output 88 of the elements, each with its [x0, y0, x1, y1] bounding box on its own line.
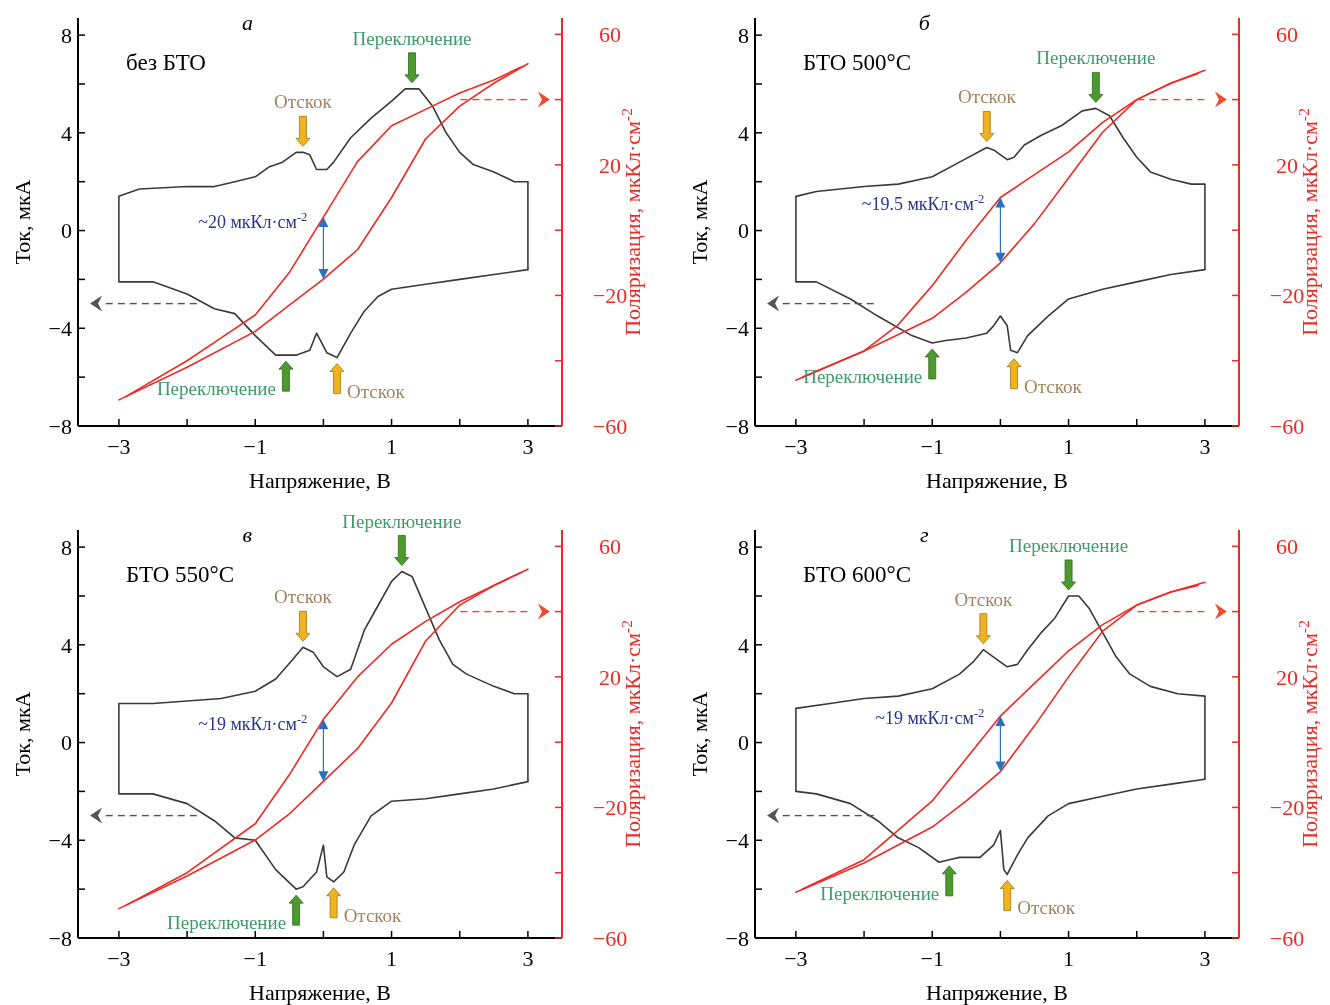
annotation: БТО 600°C — [803, 562, 912, 587]
annotation: Отскок — [347, 380, 406, 402]
y-tick-label: 4 — [61, 120, 72, 146]
y2-tick-label: −20 — [592, 795, 628, 821]
x-tick-label: 3 — [522, 434, 534, 459]
annotation: без БТО — [126, 50, 206, 75]
annotation: Отскок — [274, 91, 333, 113]
y-tick-label: 8 — [61, 534, 72, 560]
y-tick-label: −4 — [48, 827, 72, 853]
x-tick-label: −3 — [107, 946, 131, 971]
y2-tick-label: 20 — [1276, 152, 1298, 178]
x-tick-label: 1 — [1063, 434, 1075, 459]
y2-tick-label: 20 — [599, 664, 621, 690]
x-tick-label: −3 — [107, 434, 131, 459]
y-tick-label: −4 — [48, 315, 72, 341]
x-tick-label: 1 — [386, 434, 398, 459]
annotation: Отскок — [954, 588, 1013, 610]
annotation: ~19 мкКл·см$^{-2}$ — [875, 705, 985, 728]
y2-tick-label: −20 — [592, 283, 628, 309]
x-tick-label: −1 — [243, 946, 267, 971]
annotation: Отскок — [343, 904, 403, 926]
y-tick-label: 0 — [738, 218, 749, 244]
x-tick-label: −1 — [920, 434, 944, 459]
annotation: Отскок — [1017, 897, 1076, 919]
y-tick-label: 8 — [738, 534, 749, 560]
y-tick-label: −8 — [48, 413, 72, 439]
y-tick-label: 0 — [61, 730, 72, 756]
annotation: Отскок — [957, 86, 1017, 108]
x-tick-label: −1 — [920, 946, 944, 971]
y2-tick-label: 60 — [599, 534, 621, 560]
chart-title: а — [241, 10, 253, 35]
y2-tick-label: −20 — [1269, 283, 1305, 309]
y-axis-title: Ток, мкА — [10, 691, 35, 777]
y2-tick-label: 60 — [599, 22, 621, 48]
x-tick-label: 3 — [1199, 946, 1211, 971]
y-tick-label: −4 — [725, 827, 749, 853]
annotation: Переключение — [167, 912, 287, 934]
y2-tick-label: −60 — [1269, 413, 1305, 439]
y2-tick-label: −20 — [1269, 795, 1305, 821]
y-axis-title: Ток, мкА — [687, 179, 712, 265]
y-axis-title: Ток, мкА — [10, 179, 35, 265]
y2-tick-label: 20 — [1276, 664, 1298, 690]
x-tick-label: −3 — [784, 946, 808, 971]
y-axis-title: Ток, мкА — [687, 691, 712, 777]
x-axis-title: Напряжение, В — [249, 468, 391, 493]
y2-tick-label: 20 — [599, 152, 621, 178]
y-tick-label: 4 — [61, 632, 72, 658]
chart-title: в — [242, 522, 253, 547]
y-tick-label: 0 — [738, 730, 749, 756]
y2-tick-label: 60 — [1276, 22, 1298, 48]
x-tick-label: 1 — [1063, 946, 1075, 971]
annotation: БТО 550°C — [126, 562, 235, 587]
annotation: Переключение — [820, 882, 940, 904]
annotation: Переключение — [342, 510, 462, 532]
x-axis-title: Напряжение, В — [926, 980, 1068, 1005]
y-tick-label: 8 — [61, 22, 72, 48]
y-tick-label: −8 — [725, 925, 749, 951]
annotation: Отскок — [274, 586, 333, 608]
y2-tick-label: −60 — [592, 413, 628, 439]
y-tick-label: −4 — [725, 315, 749, 341]
annotation: Переключение — [1036, 47, 1156, 69]
annotation: Отскок — [1024, 375, 1083, 397]
y2-tick-label: −60 — [592, 925, 628, 951]
x-tick-label: 3 — [522, 946, 534, 971]
x-axis-title: Напряжение, В — [926, 468, 1068, 493]
y2-tick-label: 60 — [1276, 534, 1298, 560]
annotation: ~20 мкКл·см$^{-2}$ — [198, 210, 308, 233]
x-axis-title: Напряжение, В — [249, 980, 391, 1005]
annotation: Переключение — [803, 365, 923, 387]
y-tick-label: 0 — [61, 218, 72, 244]
x-tick-label: 1 — [386, 946, 398, 971]
y-tick-label: 4 — [738, 632, 749, 658]
annotation: ~19 мкКл·см$^{-2}$ — [198, 712, 308, 735]
y-tick-label: −8 — [725, 413, 749, 439]
x-tick-label: 3 — [1199, 434, 1211, 459]
chart-title: б — [918, 10, 931, 35]
chart-title: г — [920, 522, 930, 547]
annotation: БТО 500°C — [803, 50, 912, 75]
x-tick-label: −3 — [784, 434, 808, 459]
y-tick-label: 8 — [738, 22, 749, 48]
annotation: Переключение — [156, 378, 276, 400]
x-tick-label: −1 — [243, 434, 267, 459]
annotation: Переключение — [352, 27, 472, 49]
annotation: Переключение — [1009, 534, 1129, 556]
annotation: ~19.5 мкКл·см$^{-2}$ — [861, 192, 985, 215]
y-tick-label: −8 — [48, 925, 72, 951]
y2-tick-label: −60 — [1269, 925, 1305, 951]
y-tick-label: 4 — [738, 120, 749, 146]
